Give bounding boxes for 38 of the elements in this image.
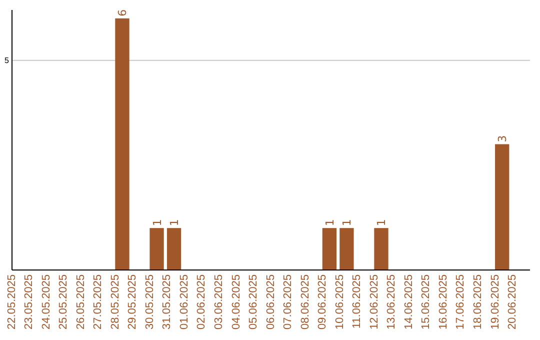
x-tick-label: 20.06.2025 [506,274,519,330]
x-tick-label: 10.06.2025 [334,274,346,330]
x-tick-label: 30.05.2025 [144,274,156,330]
x-tick-label: 13.06.2025 [386,274,398,330]
x-tick-label: 26.05.2025 [74,274,87,330]
data-label: 1 [375,219,388,226]
x-tick-label: 04.06.2025 [230,274,242,330]
x-tick-label: 23.05.2025 [23,274,36,330]
x-tick-label: 11.06.2025 [351,274,364,329]
x-tick-label: 09.06.2025 [316,274,329,330]
x-tick-label: 12.06.2025 [368,274,380,330]
x-tick-label: 25.05.2025 [58,274,70,330]
data-label: 1 [150,219,164,226]
data-label: 6 [116,9,130,16]
x-tick-label: 17.06.2025 [454,274,467,330]
x-tick-label: 02.06.2025 [196,274,208,330]
x-tick-label: 05.06.2025 [248,274,260,330]
x-tick-label: 08.06.2025 [299,274,312,330]
x-tick-label: 19.06.2025 [489,274,502,330]
x-tick-label: 24.05.2025 [40,274,52,330]
x-tick-label: 07.06.2025 [282,274,294,330]
x-tick-label: 16.06.2025 [437,274,450,330]
x-tick-label: 14.06.2025 [402,274,415,330]
data-label: 1 [340,219,354,226]
x-tick-label: 28.05.2025 [109,274,122,330]
x-tick-label: 29.05.2025 [126,274,139,330]
x-tick-label: 06.06.2025 [264,274,277,330]
data-label: 1 [168,219,182,226]
data-label: 3 [496,135,510,142]
x-tick-label: 27.05.2025 [92,274,104,330]
data-label: 1 [323,219,336,226]
x-tick-label: 01.06.2025 [178,274,190,330]
x-tick-label: 22.05.2025 [6,274,18,330]
y-tick-label: 5 [4,56,10,65]
x-tick-label: 31.05.2025 [161,274,174,330]
x-tick-label: 15.06.2025 [420,274,432,330]
x-tick-label: 03.06.2025 [212,274,225,330]
x-tick-label: 18.06.2025 [472,274,484,330]
